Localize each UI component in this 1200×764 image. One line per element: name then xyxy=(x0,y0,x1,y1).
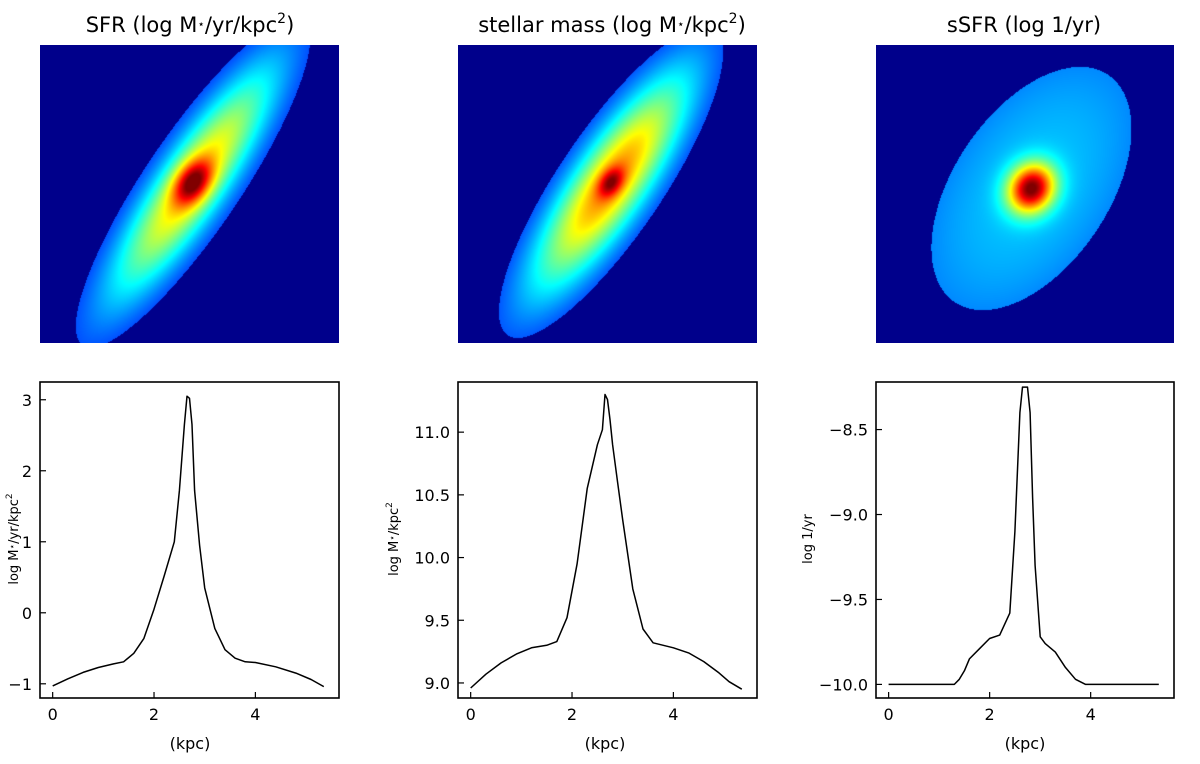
x-tick-label: 4 xyxy=(668,705,678,724)
x-tick-label: 4 xyxy=(1086,705,1096,724)
mass-profile-plot: 0 2 4 9.0 9.5 10.0 10.5 11.0 (kpc) log M⋆/kpc2 xyxy=(385,381,758,753)
sfr-profile-plot: 0 2 4 −1 0 1 2 3 (kpc) log M⋆/yr/kpc2 xyxy=(5,381,340,753)
ssfr-map-title: sSFR (log 1/yr) xyxy=(947,13,1101,37)
ssfr-profile-ylabel: log 1/yr xyxy=(801,514,816,564)
sfr-profile-ylabel: log M⋆/yr/kpc2 xyxy=(5,493,22,584)
axes-frame xyxy=(39,381,340,699)
y-tick-label: 1 xyxy=(22,533,32,552)
x-tick-label: 4 xyxy=(250,705,260,724)
sfr-heatmap xyxy=(40,45,339,343)
mass-profile-marks: 0 2 4 9.0 9.5 10.0 10.5 11.0 xyxy=(414,381,758,724)
x-tick-label: 2 xyxy=(567,705,577,724)
x-tick-label: 0 xyxy=(48,705,58,724)
panel-mass-map: stellar mass (log M⋆/kpc2) xyxy=(458,11,757,343)
profile-line xyxy=(470,393,743,690)
y-tick-label: 3 xyxy=(22,391,32,410)
mass-profile-ylabel: log M⋆/kpc2 xyxy=(385,502,402,576)
ssfr-profile-plot: 0 2 4 −10.0 −9.5 −9.0 −8.5 (kpc) log 1/yr xyxy=(801,381,1175,753)
y-tick-label: −10.0 xyxy=(819,675,868,694)
y-tick-label: 11.0 xyxy=(414,423,450,442)
y-tick-label: 10.5 xyxy=(414,486,450,505)
y-tick-label: 0 xyxy=(22,604,32,623)
ssfr-profile-xlabel: (kpc) xyxy=(1005,734,1046,753)
y-tick-label: 9.0 xyxy=(425,674,450,693)
panel-ssfr-map: sSFR (log 1/yr) xyxy=(876,13,1174,343)
axes-frame xyxy=(457,381,758,699)
axes-frame xyxy=(875,381,1175,699)
y-tick-label: 2 xyxy=(22,462,32,481)
profile-line xyxy=(888,386,1159,686)
sfr-heatmap-frame xyxy=(40,45,339,343)
sfr-profile-marks: 0 2 4 −1 0 1 2 3 xyxy=(8,381,340,724)
ssfr-heatmap xyxy=(876,45,1174,343)
x-tick-label: 2 xyxy=(985,705,995,724)
ssfr-profile-marks: 0 2 4 −10.0 −9.5 −9.0 −8.5 xyxy=(819,381,1175,724)
panel-sfr-map: SFR (log M⋆/yr/kpc2) xyxy=(40,11,339,343)
y-tick-label: −9.5 xyxy=(829,590,868,609)
mass-map-title: stellar mass (log M⋆/kpc2) xyxy=(478,11,746,37)
y-tick-label: −1 xyxy=(8,675,32,694)
mass-heatmap-frame xyxy=(458,45,757,343)
mass-heatmap xyxy=(458,45,757,343)
ssfr-heatmap-frame xyxy=(876,45,1174,343)
y-tick-label: −8.5 xyxy=(829,421,868,440)
profile-line xyxy=(52,395,325,688)
sfr-map-title: SFR (log M⋆/yr/kpc2) xyxy=(86,11,295,37)
x-tick-label: 2 xyxy=(149,705,159,724)
sfr-profile-xlabel: (kpc) xyxy=(170,734,211,753)
y-tick-label: −9.0 xyxy=(829,506,868,525)
x-tick-label: 0 xyxy=(884,705,894,724)
y-tick-label: 10.0 xyxy=(414,549,450,568)
mass-profile-xlabel: (kpc) xyxy=(585,734,626,753)
y-tick-label: 9.5 xyxy=(425,611,450,630)
x-tick-label: 0 xyxy=(466,705,476,724)
